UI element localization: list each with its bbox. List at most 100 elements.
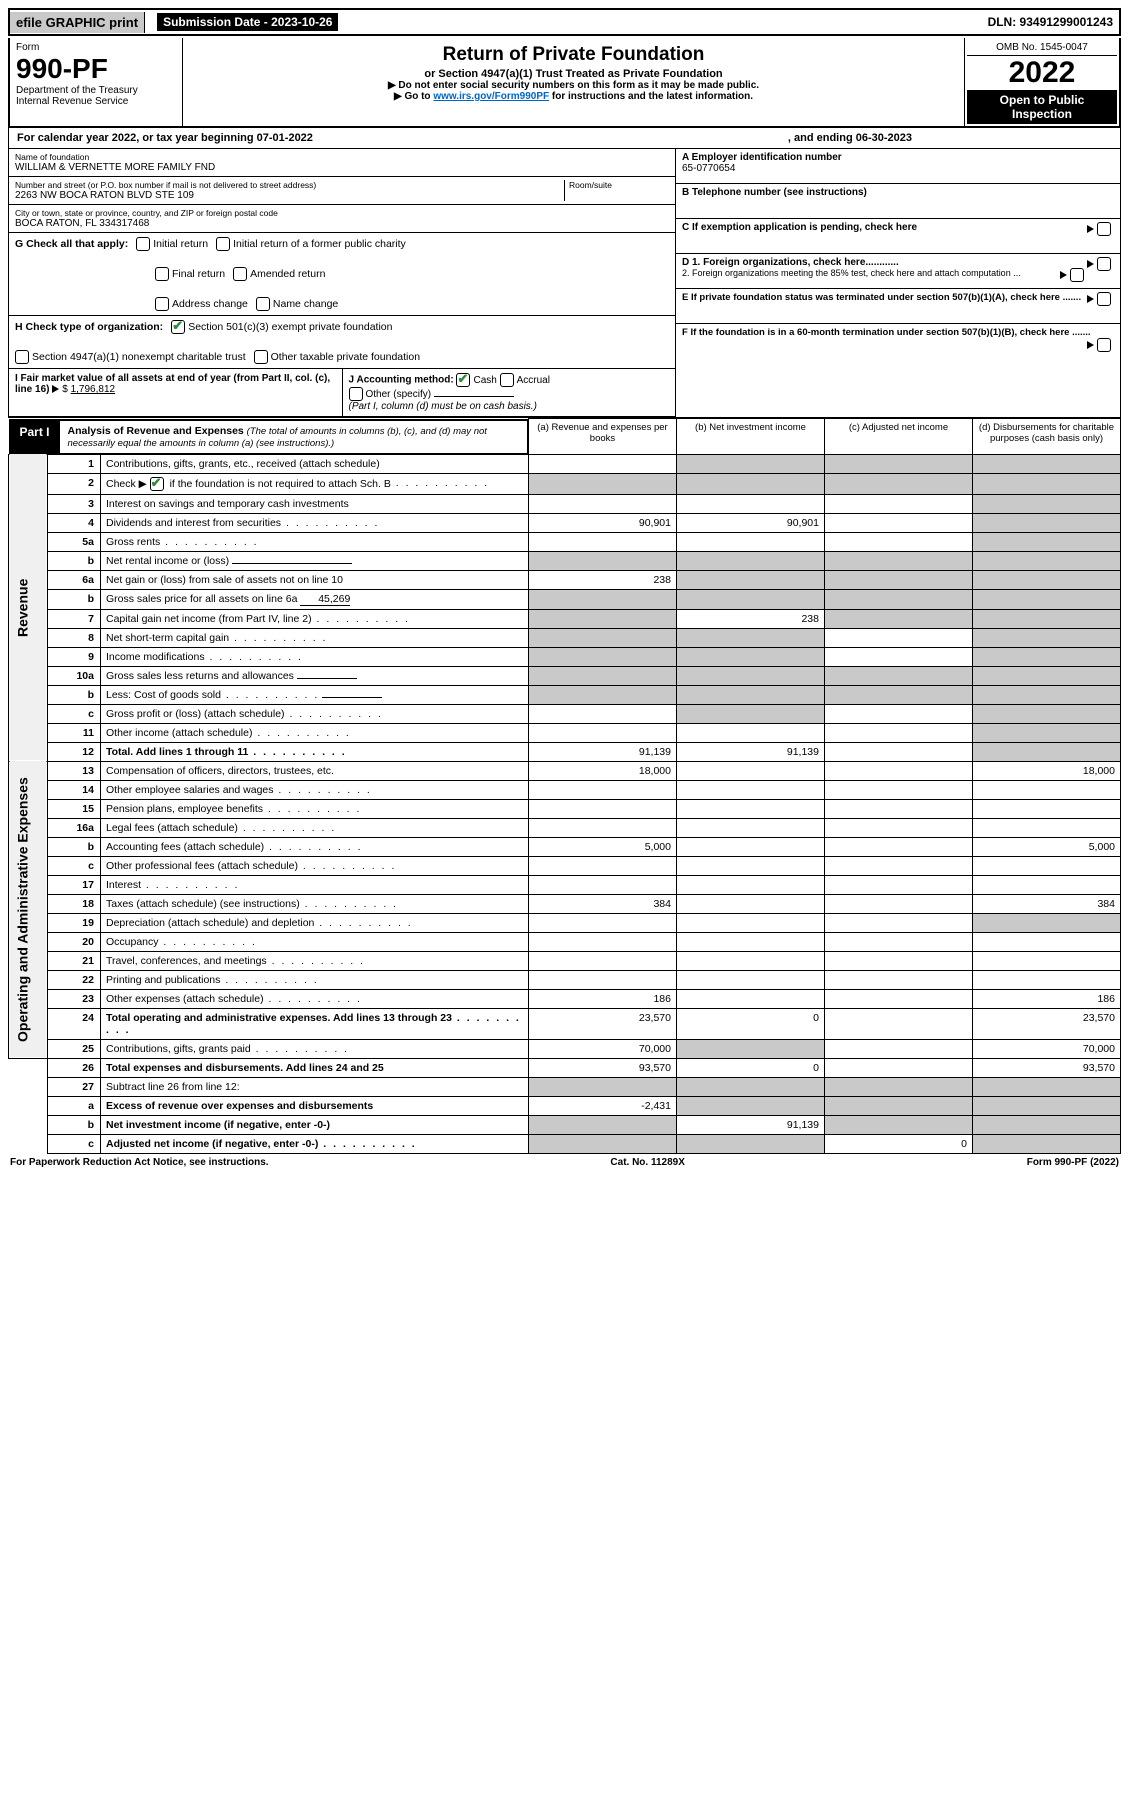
open-to-public: Open to Public Inspection	[967, 90, 1117, 124]
r21: Travel, conferences, and meetings	[106, 955, 267, 967]
open2: Inspection	[1012, 107, 1072, 121]
cb-501c3[interactable]	[171, 320, 185, 334]
r6b-val: 45,269	[300, 593, 350, 606]
r7: Capital gain net income (from Part IV, l…	[106, 613, 312, 625]
open1: Open to Public	[1000, 93, 1085, 107]
v25d: 70,000	[972, 1039, 1120, 1058]
v27a: -2,431	[528, 1096, 676, 1115]
r14: Other employee salaries and wages	[106, 784, 274, 796]
v23a: 186	[528, 989, 676, 1008]
e-label: E If private foundation status was termi…	[682, 292, 1081, 303]
d1-label: D 1. Foreign organizations, check here..…	[682, 257, 899, 268]
part-label: Part I	[10, 421, 60, 453]
cb-other-method[interactable]	[349, 387, 363, 401]
v12a: 91,139	[528, 742, 676, 761]
fmv-value: 1,796,812	[71, 384, 116, 395]
form-link[interactable]: www.irs.gov/Form990PF	[433, 91, 549, 102]
v24a: 23,570	[528, 1008, 676, 1039]
v13d: 18,000	[972, 761, 1120, 780]
r26: Total expenses and disbursements. Add li…	[100, 1058, 528, 1077]
cb-final-return[interactable]	[155, 267, 169, 281]
g6: Name change	[273, 298, 338, 310]
r20: Occupancy	[106, 936, 159, 948]
r4: Dividends and interest from securities	[106, 517, 281, 529]
cb-schb[interactable]	[150, 477, 164, 491]
r27: Subtract line 26 from line 12:	[100, 1077, 528, 1096]
city: BOCA RATON, FL 334317468	[15, 218, 669, 229]
cb-4947[interactable]	[15, 350, 29, 364]
r19: Depreciation (attach schedule) and deple…	[106, 917, 314, 929]
cb-cash[interactable]	[456, 373, 470, 387]
cb-address-change[interactable]	[155, 297, 169, 311]
r15: Pension plans, employee benefits	[106, 803, 263, 815]
b-label: B Telephone number (see instructions)	[682, 187, 1114, 198]
omb: OMB No. 1545-0047	[967, 40, 1117, 56]
efile-button[interactable]: efile GRAPHIC print	[10, 12, 145, 33]
year-begin: For calendar year 2022, or tax year begi…	[17, 132, 313, 144]
irs: Internal Revenue Service	[16, 96, 176, 107]
h1: Section 501(c)(3) exempt private foundat…	[188, 321, 392, 333]
r16b: Accounting fees (attach schedule)	[106, 841, 264, 853]
v26d: 93,570	[972, 1058, 1120, 1077]
r23: Other expenses (attach schedule)	[106, 993, 264, 1005]
part-title: Analysis of Revenue and Expenses	[68, 425, 244, 437]
footer-right: Form 990-PF (2022)	[1027, 1157, 1119, 1168]
entity-info: Name of foundation WILLIAM & VERNETTE MO…	[8, 149, 1121, 418]
arrow-icon	[1087, 341, 1094, 349]
cb-f[interactable]	[1097, 338, 1111, 352]
col-d: (d) Disbursements for charitable purpose…	[972, 419, 1120, 455]
foundation-name: WILLIAM & VERNETTE MORE FAMILY FND	[15, 162, 669, 173]
dln: DLN: 93491299001243	[982, 12, 1119, 32]
g3: Final return	[172, 268, 225, 280]
footer: For Paperwork Reduction Act Notice, see …	[8, 1154, 1121, 1171]
r10b: Less: Cost of goods sold	[106, 689, 221, 701]
i-label: I Fair market value of all assets at end…	[15, 373, 330, 395]
cb-d1[interactable]	[1097, 257, 1111, 271]
cb-other-taxable[interactable]	[254, 350, 268, 364]
note-1: ▶ Do not enter social security numbers o…	[189, 80, 958, 91]
cb-initial-former[interactable]	[216, 237, 230, 251]
year-end: , and ending 06-30-2023	[788, 132, 912, 144]
cb-amended[interactable]	[233, 267, 247, 281]
r6b-pre: Gross sales price for all assets on line…	[106, 593, 297, 605]
r9: Income modifications	[106, 651, 205, 663]
r2a: Check ▶	[106, 477, 147, 489]
v18d: 384	[972, 894, 1120, 913]
r27b: Net investment income (if negative, ente…	[100, 1115, 528, 1134]
cb-c[interactable]	[1097, 222, 1111, 236]
v24b: 0	[676, 1008, 824, 1039]
r11: Other income (attach schedule)	[106, 727, 253, 739]
form-title: Return of Private Foundation	[189, 44, 958, 66]
h-label: H Check type of organization:	[15, 321, 163, 333]
v25a: 70,000	[528, 1039, 676, 1058]
submission-date: Submission Date - 2023-10-26	[157, 13, 338, 31]
ein: 65-0770654	[682, 163, 1114, 174]
name-label: Name of foundation	[15, 152, 669, 162]
r5b: Net rental income or (loss)	[106, 555, 229, 567]
v27b: 91,139	[676, 1115, 824, 1134]
footer-mid: Cat. No. 11289X	[610, 1157, 684, 1168]
cb-d2[interactable]	[1070, 268, 1084, 282]
h2: Section 4947(a)(1) nonexempt charitable …	[32, 351, 246, 363]
revenue-side: Revenue	[9, 454, 48, 761]
arrow-icon	[1087, 225, 1094, 233]
j-note: (Part I, column (d) must be on cash basi…	[349, 401, 537, 412]
r25: Contributions, gifts, grants paid	[106, 1043, 251, 1055]
arrow-icon	[1087, 295, 1094, 303]
r1: Contributions, gifts, grants, etc., rece…	[100, 454, 528, 473]
note2-post: for instructions and the latest informat…	[549, 91, 753, 102]
g4: Amended return	[250, 268, 325, 280]
r3: Interest on savings and temporary cash i…	[100, 494, 528, 513]
cb-initial-return[interactable]	[136, 237, 150, 251]
col-c: (c) Adjusted net income	[824, 419, 972, 455]
city-label: City or town, state or province, country…	[15, 208, 669, 218]
c-label: C If exemption application is pending, c…	[682, 222, 917, 233]
r5a: Gross rents	[106, 536, 160, 548]
cb-accrual[interactable]	[500, 373, 514, 387]
j3: Other (specify)	[366, 389, 432, 400]
cb-e[interactable]	[1097, 292, 1111, 306]
v13a: 18,000	[528, 761, 676, 780]
cb-name-change[interactable]	[256, 297, 270, 311]
r6a: Net gain or (loss) from sale of assets n…	[100, 570, 528, 589]
r27a: Excess of revenue over expenses and disb…	[100, 1096, 528, 1115]
